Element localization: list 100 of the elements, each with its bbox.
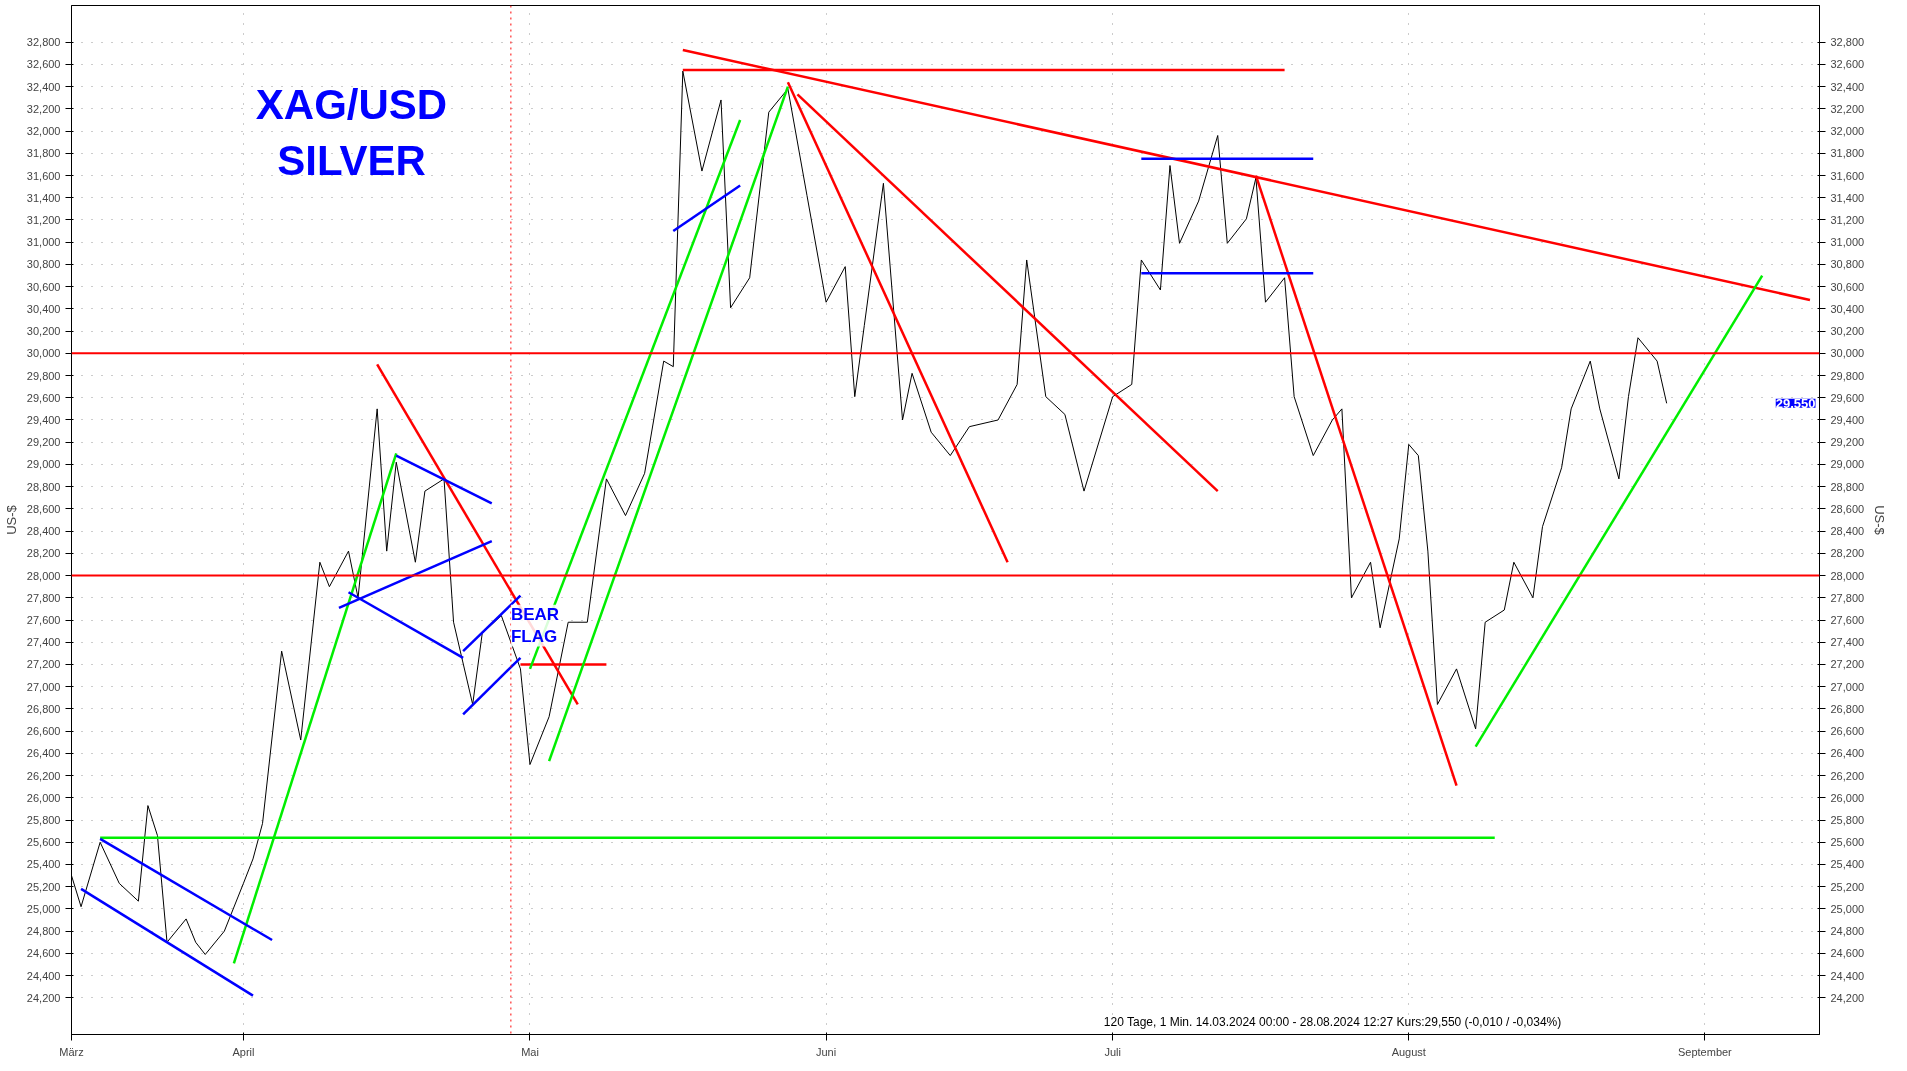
y-tick-label: 29,800 bbox=[26, 369, 61, 382]
y2-axis-title: US-$ bbox=[1872, 505, 1888, 536]
y-tick-label: 28,800 bbox=[26, 480, 61, 493]
y2-tick-label: 29,400 bbox=[1830, 413, 1865, 426]
y-axis-title: US-$ bbox=[3, 504, 19, 535]
y-tick-label: 27,200 bbox=[26, 658, 61, 671]
x-tick-label: März bbox=[59, 1045, 84, 1058]
annotation: 120 Tage, 1 Min. 14.03.2024 00:00 - 28.08.2024 12:27 Kurs:29,550 (-0,010 / -0,034%) bbox=[1103, 1014, 1562, 1029]
y-tick-label: 25,200 bbox=[26, 880, 61, 893]
y2-tick-label: 27,200 bbox=[1830, 658, 1865, 671]
y2-tick-label: 29,800 bbox=[1830, 369, 1865, 382]
y2-tick-label: 32,200 bbox=[1830, 102, 1865, 115]
y2-tick-label: 27,000 bbox=[1830, 680, 1865, 693]
y-tick-label: 27,600 bbox=[26, 614, 61, 627]
y-tick-label: 27,400 bbox=[26, 636, 61, 649]
y-tick-label: 31,000 bbox=[26, 236, 61, 249]
y2-tick-label: 29,600 bbox=[1830, 391, 1865, 404]
y2-tick-label: 26,800 bbox=[1830, 702, 1865, 715]
y2-tick-label: 32,600 bbox=[1830, 58, 1865, 71]
y2-tick-label: 26,600 bbox=[1830, 725, 1865, 738]
y-tick-label: 32,200 bbox=[26, 102, 61, 115]
x-tick-label: Juli bbox=[1104, 1045, 1121, 1058]
y-tick-label: 28,400 bbox=[26, 525, 61, 538]
y-tick-label: 24,600 bbox=[26, 947, 61, 960]
y2-tick-label: 31,800 bbox=[1830, 147, 1865, 160]
y-tick-label: 26,800 bbox=[26, 702, 61, 715]
y2-tick-label: 31,200 bbox=[1830, 213, 1865, 226]
y2-tick-label: 29,200 bbox=[1830, 436, 1865, 449]
y2-tick-label: 32,800 bbox=[1830, 36, 1865, 49]
y2-tick-label: 24,600 bbox=[1830, 947, 1865, 960]
y-tick-label: 29,600 bbox=[26, 391, 61, 404]
y2-tick-label: 26,000 bbox=[1830, 791, 1865, 804]
y-tick-label: 30,400 bbox=[26, 302, 61, 315]
y2-tick-label: 28,200 bbox=[1830, 547, 1865, 560]
y2-tick-label: 30,400 bbox=[1830, 302, 1865, 315]
y-tick-label: 31,800 bbox=[26, 147, 61, 160]
x-tick-label: August bbox=[1391, 1045, 1426, 1058]
y-tick-label: 32,800 bbox=[26, 36, 61, 49]
annotation: BEAR FLAG bbox=[510, 604, 560, 647]
y2-tick-label: 25,600 bbox=[1830, 836, 1865, 849]
y2-tick-label: 25,000 bbox=[1830, 902, 1865, 915]
y-tick-label: 28,600 bbox=[26, 502, 61, 515]
y2-tick-label: 28,800 bbox=[1830, 480, 1865, 493]
y-tick-label: 31,200 bbox=[26, 213, 61, 226]
y2-tick-label: 30,600 bbox=[1830, 280, 1865, 293]
x-tick-label: Juni bbox=[816, 1045, 837, 1058]
y-tick-label: 25,000 bbox=[26, 902, 61, 915]
y-tick-label: 32,000 bbox=[26, 125, 61, 138]
y-tick-label: 27,000 bbox=[26, 680, 61, 693]
y2-tick-label: 25,800 bbox=[1830, 814, 1865, 827]
y-tick-label: 27,800 bbox=[26, 591, 61, 604]
x-tick-label: April bbox=[232, 1045, 255, 1058]
y2-tick-label: 24,800 bbox=[1830, 925, 1865, 938]
y2-tick-label: 28,400 bbox=[1830, 525, 1865, 538]
y2-tick-label: 26,200 bbox=[1830, 769, 1865, 782]
y2-tick-label: 28,000 bbox=[1830, 569, 1865, 582]
y2-tick-label: 24,400 bbox=[1830, 969, 1865, 982]
y-tick-label: 29,200 bbox=[26, 436, 61, 449]
y-tick-label: 24,400 bbox=[26, 969, 61, 982]
y2-tick-label: 27,400 bbox=[1830, 636, 1865, 649]
y-tick-label: 25,600 bbox=[26, 836, 61, 849]
y-tick-label: 30,000 bbox=[26, 347, 61, 360]
y-tick-label: 25,400 bbox=[26, 858, 61, 871]
y2-tick-label: 30,000 bbox=[1830, 347, 1865, 360]
annotation: 29,550 bbox=[1775, 395, 1816, 411]
y-tick-label: 29,400 bbox=[26, 413, 61, 426]
y-tick-label: 26,600 bbox=[26, 725, 61, 738]
y-tick-label: 28,000 bbox=[26, 569, 61, 582]
y-tick-label: 24,800 bbox=[26, 925, 61, 938]
y2-tick-label: 26,400 bbox=[1830, 747, 1865, 760]
y-tick-label: 26,200 bbox=[26, 769, 61, 782]
y-tick-label: 31,600 bbox=[26, 169, 61, 182]
y-tick-label: 30,600 bbox=[26, 280, 61, 293]
x-tick-label: September bbox=[1677, 1045, 1733, 1058]
y2-tick-label: 27,800 bbox=[1830, 591, 1865, 604]
y-tick-label: 32,600 bbox=[26, 58, 61, 71]
y2-tick-label: 32,000 bbox=[1830, 125, 1865, 138]
y-tick-label: 25,800 bbox=[26, 814, 61, 827]
y-tick-label: 29,000 bbox=[26, 458, 61, 471]
y-tick-label: 30,200 bbox=[26, 325, 61, 338]
y2-tick-label: 31,000 bbox=[1830, 236, 1865, 249]
y2-tick-label: 30,800 bbox=[1830, 258, 1865, 271]
y2-tick-label: 29,000 bbox=[1830, 458, 1865, 471]
y-tick-label: 30,800 bbox=[26, 258, 61, 271]
y2-tick-label: 30,200 bbox=[1830, 325, 1865, 338]
text: XAG/USD SILVER bbox=[255, 81, 448, 185]
y-tick-label: 31,400 bbox=[26, 191, 61, 204]
y2-tick-label: 27,600 bbox=[1830, 614, 1865, 627]
y2-tick-label: 24,200 bbox=[1830, 991, 1865, 1004]
y-tick-label: 24,200 bbox=[26, 991, 61, 1004]
y2-tick-label: 32,400 bbox=[1830, 80, 1865, 93]
x-tick-label: Mai bbox=[521, 1045, 539, 1058]
y2-tick-label: 31,600 bbox=[1830, 169, 1865, 182]
y2-tick-label: 31,400 bbox=[1830, 191, 1865, 204]
y2-tick-label: 25,200 bbox=[1830, 880, 1865, 893]
y2-tick-label: 25,400 bbox=[1830, 858, 1865, 871]
y-tick-label: 26,000 bbox=[26, 791, 61, 804]
y2-tick-label: 28,600 bbox=[1830, 502, 1865, 515]
y-tick-label: 32,400 bbox=[26, 80, 61, 93]
y-tick-label: 26,400 bbox=[26, 747, 61, 760]
